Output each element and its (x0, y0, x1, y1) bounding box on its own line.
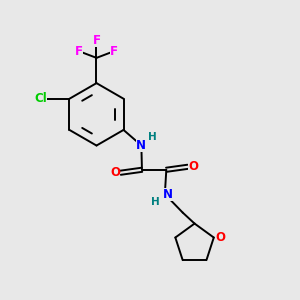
Text: N: N (163, 188, 173, 201)
Text: O: O (110, 166, 120, 179)
Text: H: H (151, 197, 160, 208)
Text: Cl: Cl (34, 92, 47, 105)
Text: F: F (110, 45, 118, 58)
Text: N: N (136, 139, 146, 152)
Text: F: F (92, 34, 101, 46)
Text: O: O (188, 160, 198, 173)
Text: H: H (148, 132, 157, 142)
Text: O: O (215, 231, 225, 244)
Text: F: F (75, 45, 83, 58)
